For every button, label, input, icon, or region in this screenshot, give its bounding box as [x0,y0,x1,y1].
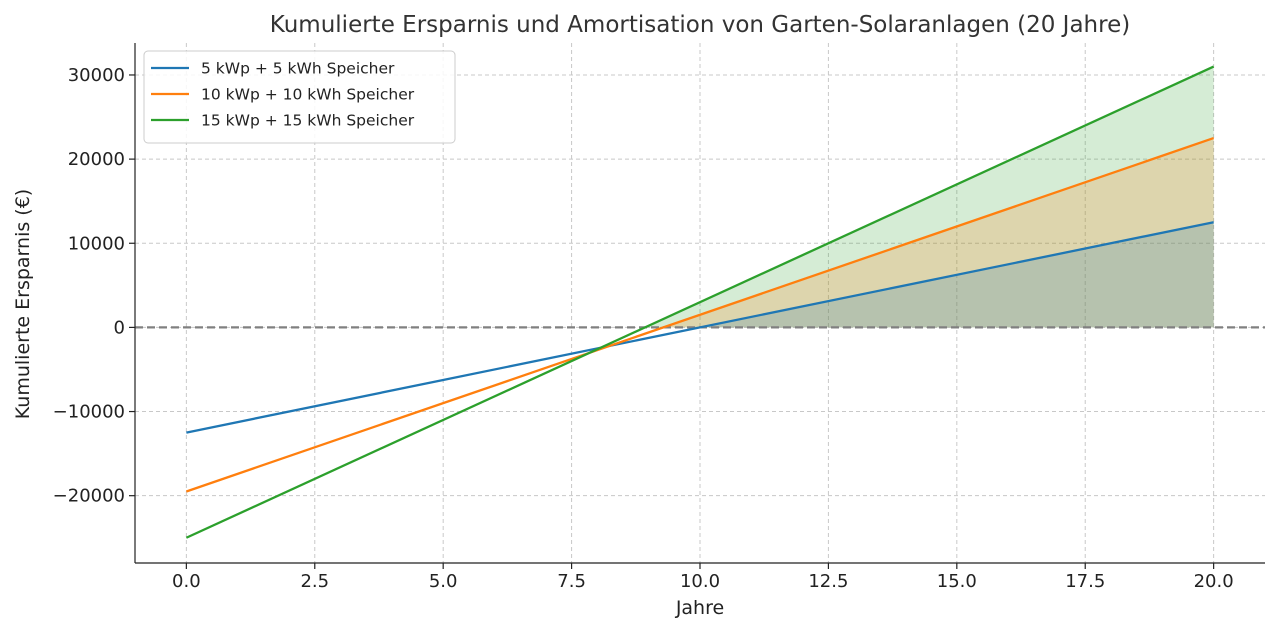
y-tick-label: 0 [114,317,125,338]
series-line-3 [185,65,1215,539]
legend-box [143,50,456,144]
x-tick-label: 20.0 [1194,571,1234,592]
series-line-2 [185,136,1215,493]
x-tick-label: 2.5 [300,571,329,592]
x-tick-label: 10.0 [680,571,720,592]
y-axis-label: Kumulierte Ersparnis (€) [12,189,34,419]
legend: 5 kWp + 5 kWh Speicher 10 kWp + 10 kWh Sp… [143,50,456,144]
y-tick-label: −20000 [53,486,125,507]
series-line-1 [186,221,1214,434]
x-tick-label: 5.0 [429,571,458,592]
chart-title: Kumulierte Ersparnis und Amortisation vo… [270,12,1130,38]
legend-label-2: 10 kWp + 10 kWh Speicher [201,86,415,104]
x-axis-label: Jahre [675,597,724,619]
y-tick-label: 20000 [68,149,125,170]
x-tick-label: 0.0 [172,571,201,592]
series-lines [135,65,1265,539]
axes: 0.0 2.5 5.0 7.5 10.0 12.5 15.0 17.5 20.0 −20000 −1… [53,43,1265,592]
legend-label-1: 5 kWp + 5 kWh Speicher [201,60,395,78]
y-tick-label: 10000 [68,233,125,254]
x-tick-label: 15.0 [937,571,977,592]
y-tick-label: 30000 [68,65,125,86]
x-tick-label: 12.5 [808,571,848,592]
y-tick-label: −10000 [53,402,125,423]
x-tick-label: 7.5 [557,571,586,592]
x-tick-label: 17.5 [1065,571,1105,592]
legend-label-3: 15 kWp + 15 kWh Speicher [201,112,415,130]
